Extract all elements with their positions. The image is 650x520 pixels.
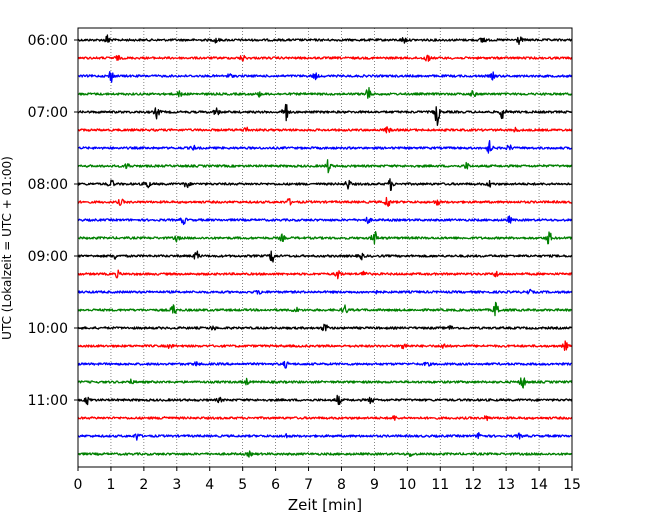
x-tick-label-9: 9 xyxy=(370,477,379,493)
y-tick-label-0: 06:00 xyxy=(28,33,68,49)
trace-0900 xyxy=(77,250,573,263)
y-tick-label-3: 09:00 xyxy=(28,249,68,265)
trace-0930 xyxy=(77,288,573,295)
y-tick-label-2: 08:00 xyxy=(28,177,68,193)
trace-0600 xyxy=(77,34,573,46)
trace-1045 xyxy=(77,377,573,389)
trace-0945 xyxy=(77,301,573,317)
x-axis-ticks: 0 1 2 3 4 5 6 7 8 9 10 11 12 13 14 15 xyxy=(74,467,581,493)
trace-0815 xyxy=(77,196,572,207)
trace-0745 xyxy=(77,159,573,174)
x-tick-label-4: 4 xyxy=(205,477,214,493)
trace-0715 xyxy=(77,126,573,134)
trace-1130 xyxy=(77,432,573,441)
x-tick-label-5: 5 xyxy=(238,477,247,493)
x-tick-label-14: 14 xyxy=(530,477,548,493)
trace-1015 xyxy=(77,340,573,352)
plot-frame xyxy=(77,27,573,468)
x-tick-label-13: 13 xyxy=(497,477,515,493)
trace-0830 xyxy=(77,215,573,226)
x-tick-label-0: 0 xyxy=(74,477,83,493)
y-axis-label: UTC (Lokalzeit = UTC + 01:00) xyxy=(0,156,14,340)
y-tick-label-4: 10:00 xyxy=(28,321,68,337)
x-tick-label-15: 15 xyxy=(563,477,581,493)
x-tick-label-11: 11 xyxy=(431,477,449,493)
x-tick-label-8: 8 xyxy=(337,477,346,493)
y-tick-label-5: 11:00 xyxy=(28,393,68,409)
x-tick-label-3: 3 xyxy=(172,477,181,493)
trace-0730 xyxy=(77,139,572,154)
trace-0845 xyxy=(77,230,572,245)
trace-0700 xyxy=(77,103,573,126)
y-tick-label-1: 07:00 xyxy=(28,105,68,121)
trace-0630 xyxy=(77,70,573,83)
trace-1145 xyxy=(77,450,572,458)
trace-1100 xyxy=(77,394,573,406)
x-tick-label-2: 2 xyxy=(139,477,148,493)
trace-1030 xyxy=(77,360,572,369)
trace-0915 xyxy=(77,269,573,280)
y-axis-ticks: 06:00 07:00 08:00 09:00 10:00 11:00 xyxy=(28,33,78,409)
x-tick-label-10: 10 xyxy=(398,477,416,493)
seismic-traces xyxy=(77,34,573,458)
trace-0800 xyxy=(77,178,572,192)
x-axis-label: Zeit [min] xyxy=(288,496,362,514)
x-tick-label-1: 1 xyxy=(106,477,115,493)
trace-0615 xyxy=(77,54,573,62)
x-tick-label-12: 12 xyxy=(464,477,482,493)
x-tick-label-7: 7 xyxy=(304,477,313,493)
grid-lines xyxy=(110,28,540,467)
trace-1000 xyxy=(77,323,573,332)
trace-0645 xyxy=(77,87,573,99)
x-tick-label-6: 6 xyxy=(271,477,280,493)
trace-1115 xyxy=(77,415,573,422)
